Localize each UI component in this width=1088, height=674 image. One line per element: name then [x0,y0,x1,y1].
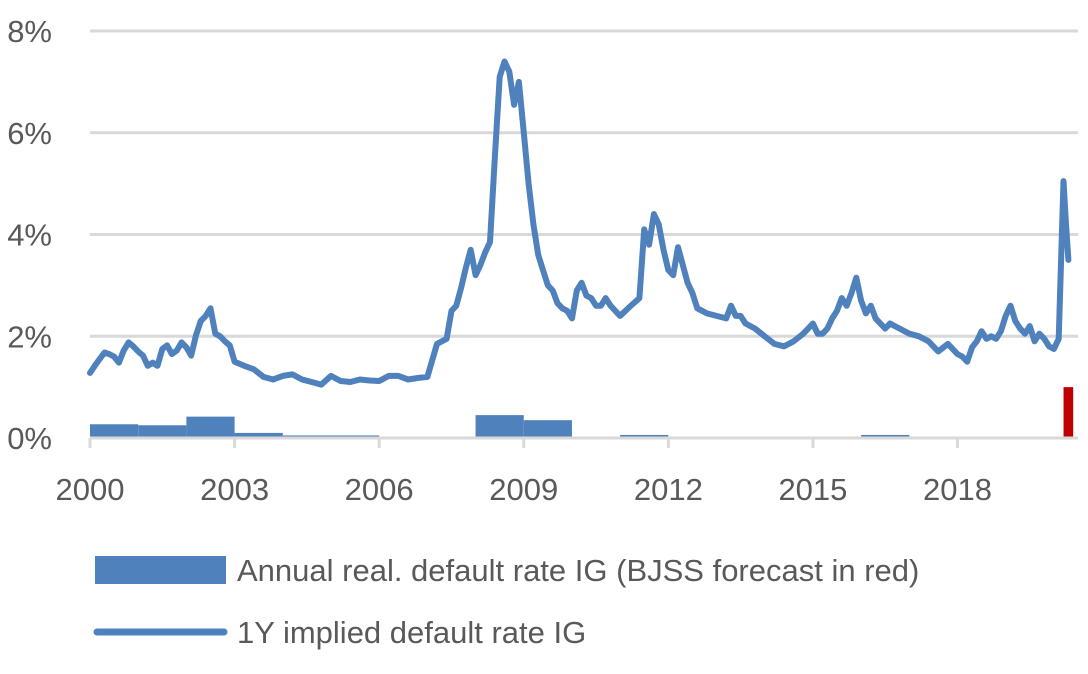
x-tick-label: 2003 [200,472,269,507]
y-tick-label: 2% [7,319,52,354]
x-tick-label: 2012 [634,472,703,507]
bar [234,432,283,438]
bar [861,434,910,438]
bar [90,424,139,438]
bar [186,416,235,438]
legend: Annual real. default rate IG (BJSS forec… [93,553,919,650]
y-tick-label: 8% [7,14,52,49]
legend-item-line: 1Y implied default rate IG [93,615,586,650]
bar [523,420,572,438]
x-tick-label: 2018 [923,472,992,507]
bar [620,434,669,438]
line-series [87,58,1072,388]
x-tick-label: 2009 [489,472,558,507]
y-tick-label: 6% [7,116,52,151]
legend-swatch-bar [95,556,226,584]
legend-item-bar: Annual real. default rate IG (BJSS forec… [95,553,919,588]
legend-label-line: 1Y implied default rate IG [237,615,586,650]
x-tick-label: 2000 [56,472,125,507]
bar [475,415,524,438]
bar [138,425,187,438]
x-tick-label: 2015 [778,472,847,507]
bar-series [90,387,1074,438]
forecast-bar [1063,387,1074,438]
x-axis [88,436,1078,448]
y-tick-label: 4% [7,218,52,253]
legend-label-bar: Annual real. default rate IG (BJSS forec… [237,553,919,588]
x-axis-tick-labels: 2000 2003 2006 2009 2012 2015 2018 [56,472,992,507]
y-axis-tick-labels: 0% 2% 4% 6% 8% [7,14,52,456]
y-tick-label: 0% [7,421,52,456]
x-tick-label: 2006 [345,472,414,507]
series-line [87,58,1072,388]
